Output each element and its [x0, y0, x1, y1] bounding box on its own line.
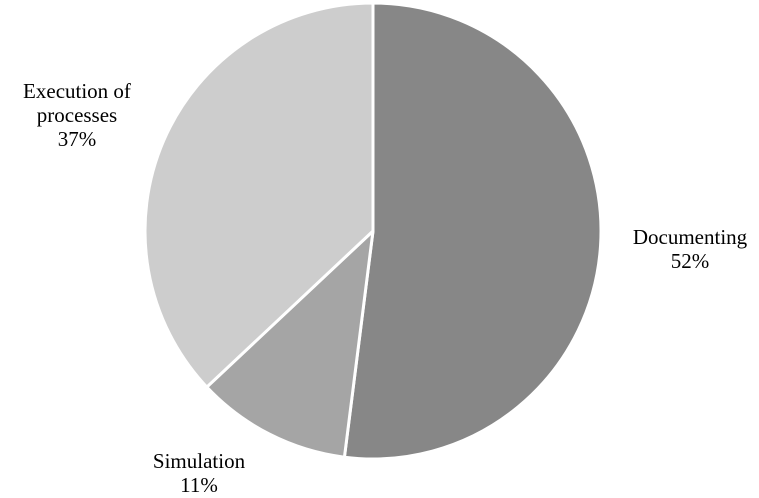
slice-name: Documenting — [633, 225, 748, 249]
pie-slice-documenting — [342, 1, 603, 461]
pie-slice-execution-of-processes — [143, 1, 375, 389]
pie-slice-simulation — [205, 229, 375, 459]
slice-name: processes — [37, 103, 117, 127]
pie-slices — [143, 1, 603, 461]
slice-percent: 37% — [58, 127, 97, 151]
slice-percent: 52% — [671, 249, 710, 273]
slice-name: Simulation — [153, 449, 246, 473]
slice-name: Execution of — [23, 79, 131, 103]
slice-percent: 11% — [180, 473, 218, 497]
